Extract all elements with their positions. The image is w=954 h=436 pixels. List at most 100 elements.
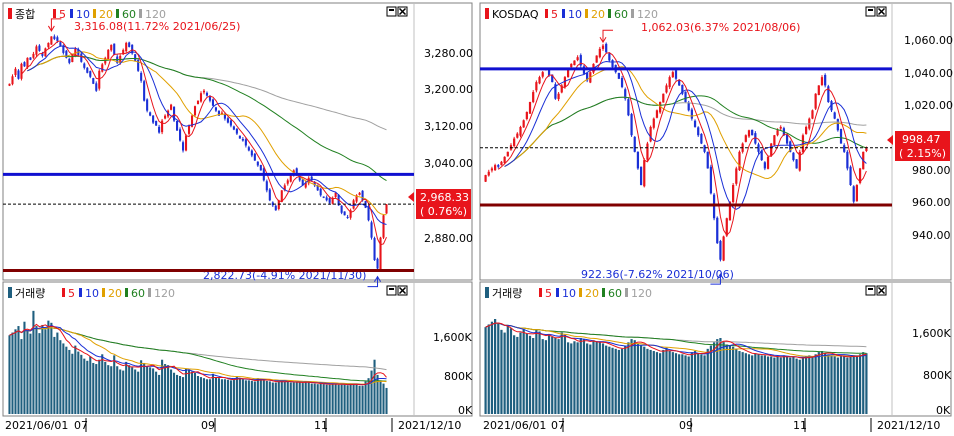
candle-body — [316, 185, 319, 191]
close-icon[interactable] — [397, 285, 408, 296]
volume-bar — [697, 353, 700, 414]
candle-body — [289, 175, 292, 182]
volume-bar — [202, 378, 206, 414]
volume-bar — [789, 357, 792, 414]
volume-bar — [712, 342, 716, 414]
candle-body — [570, 63, 573, 68]
candle-body — [579, 55, 582, 66]
volume-bar — [65, 346, 68, 414]
candle-body — [849, 166, 852, 186]
volume-bar — [352, 383, 355, 414]
volume-bar — [107, 365, 110, 414]
candle-body — [68, 58, 71, 63]
candle-body — [824, 75, 827, 86]
candle-body — [795, 159, 798, 169]
close-icon[interactable] — [876, 285, 887, 296]
volume-legend-ma20: 20 — [585, 287, 599, 300]
candle-body — [693, 120, 697, 127]
volume-bar — [506, 326, 509, 414]
volume-ma20-line — [9, 327, 387, 385]
month-label: 09 — [679, 419, 693, 432]
candle-body — [649, 126, 652, 142]
volume-bar — [152, 368, 155, 414]
volume-bar — [865, 353, 868, 414]
volume-bar — [220, 379, 223, 414]
volume-ma20-line — [485, 322, 867, 357]
volume-bar — [598, 342, 601, 414]
candle-body — [836, 119, 839, 131]
candle-body — [271, 202, 274, 206]
candle-body — [814, 93, 817, 109]
candle-body — [598, 48, 601, 58]
volume-bar — [843, 356, 846, 414]
volume-bar — [280, 380, 283, 414]
volume-bar — [827, 354, 830, 414]
volume-legend-ma10: 10 — [562, 287, 576, 300]
legend-ma60: 60 — [614, 8, 628, 21]
maximize-icon[interactable] — [865, 6, 876, 17]
candle-body — [668, 77, 671, 88]
candle-body — [725, 218, 728, 236]
maximize-icon[interactable] — [386, 6, 397, 17]
candle-body — [700, 133, 703, 144]
candle-body — [41, 53, 44, 56]
price-tick: 3,200.00 — [424, 83, 473, 96]
volume-bar — [98, 359, 101, 414]
volume-bar — [732, 346, 735, 414]
maximize-icon[interactable] — [865, 285, 876, 296]
ma5-line — [497, 52, 867, 237]
candle-body — [843, 145, 846, 152]
volume-bar — [187, 370, 191, 414]
volume-bar — [331, 383, 334, 414]
kospi-price-plot — [3, 18, 414, 288]
volume-bar — [340, 384, 343, 414]
volume-bar — [17, 326, 20, 414]
candle-body — [776, 130, 779, 136]
volume-bar — [149, 367, 152, 414]
maximize-icon[interactable] — [386, 285, 397, 296]
candle-body — [23, 62, 26, 67]
volume-bar — [573, 341, 576, 414]
date-end: 2021/12/10 — [398, 419, 461, 432]
ma5-marker-icon — [539, 288, 542, 297]
close-icon[interactable] — [876, 6, 887, 17]
candle-body — [576, 57, 579, 61]
volume-bar — [208, 379, 212, 414]
candle-body — [503, 156, 506, 164]
candle-body — [110, 44, 113, 51]
candle-body — [620, 77, 624, 88]
volume-bar — [484, 327, 487, 414]
volume-bar — [560, 332, 563, 414]
current-price-arrow-icon — [887, 135, 893, 145]
volume-bar — [184, 368, 188, 414]
kosdaq-volume-ticks: 1,600K 800K 0K — [912, 327, 952, 417]
volume-bar — [155, 371, 158, 414]
candle-body — [253, 153, 256, 161]
candle-body — [630, 114, 633, 136]
volume-bar — [671, 352, 674, 414]
candle-body — [684, 91, 687, 103]
volume-bar — [277, 381, 280, 414]
candle-body — [792, 152, 795, 161]
volume-bar — [770, 356, 773, 414]
volume-bar — [301, 383, 304, 414]
candle-body — [232, 126, 235, 130]
volume-bar — [343, 384, 346, 414]
volume-bar — [633, 340, 636, 414]
volume-bar — [563, 334, 567, 414]
candle-body — [557, 93, 560, 100]
low-annotation: 2,822.73(-4.91% 2021/11/30) — [203, 269, 366, 282]
ma120-marker-icon — [139, 9, 142, 18]
volume-bar — [709, 345, 713, 414]
volume-bar — [95, 364, 98, 414]
high-pointer-icon — [602, 29, 614, 43]
volume-bar — [785, 356, 789, 414]
candle-body — [532, 92, 535, 103]
candle-body — [798, 151, 801, 171]
volume-bar — [795, 358, 798, 414]
volume-bar — [259, 379, 262, 414]
close-icon[interactable] — [397, 6, 408, 17]
volume-bar — [364, 381, 367, 414]
volume-bar — [158, 374, 161, 414]
candle-body — [17, 70, 20, 79]
